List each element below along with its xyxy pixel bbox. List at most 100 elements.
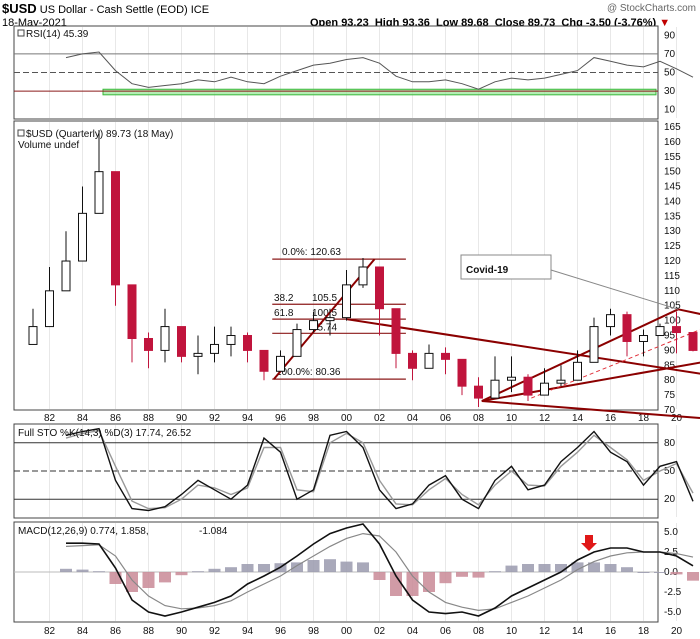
panel-toggle-icon: [17, 29, 25, 37]
x-tick-label: 88: [143, 413, 155, 424]
price-candle: [358, 266, 368, 286]
macd-tick-label: -5.0: [664, 607, 682, 618]
macd-histogram-bar: [373, 572, 386, 580]
macd-histogram-bar: [93, 571, 105, 573]
covid-callout-box: [460, 254, 552, 280]
macd-histogram-bar: [687, 572, 699, 581]
price-tick-label: 140: [664, 196, 681, 207]
macd-histogram-bar: [76, 569, 89, 572]
price-tick-label: 90: [664, 345, 676, 356]
macd-histogram-bar: [225, 567, 237, 572]
rsi-tick-label: 70: [664, 49, 676, 60]
price-candle: [540, 382, 549, 396]
stochastic-label: Full STO %K(14,3) %D(3) 17.74, 26.52: [18, 428, 192, 439]
price-candle: [474, 385, 483, 399]
ticker-symbol: $USD: [2, 1, 37, 16]
price-tick-label: 110: [664, 286, 680, 297]
macd-histogram-bar: [489, 571, 501, 573]
macd-histogram-bar: [571, 562, 584, 572]
price-candle: [276, 355, 285, 372]
price-candle: [457, 358, 467, 387]
macd-histogram-bar: [291, 562, 303, 572]
price-candle: [292, 329, 302, 357]
price-candle: [655, 326, 665, 337]
price-candle: [342, 284, 351, 319]
x-tick-label: 14: [572, 413, 584, 424]
price-candle: [243, 335, 252, 351]
macd-histogram-bar: [588, 562, 600, 572]
macd-histogram-bar: [175, 572, 188, 576]
price-candle: [639, 335, 648, 342]
price-candle: [507, 376, 516, 381]
rsi-tick-label: 30: [664, 86, 676, 97]
macd-histogram-bar: [621, 567, 633, 572]
rsi-line: [65, 51, 694, 90]
macd-histogram-bar: [456, 572, 468, 577]
price-candle: [589, 326, 599, 363]
x-tick-label: 02: [374, 413, 386, 424]
x-tick-label: 92: [209, 413, 221, 424]
macd-histogram-bar: [324, 559, 336, 572]
macd-tick-label: 5.0: [664, 527, 678, 538]
x-tick-label: 00: [341, 413, 353, 424]
x-tick-label: 98: [308, 626, 320, 637]
post-covid-resistance-line: [677, 308, 700, 315]
fib-label-9574: 95.74: [312, 322, 337, 333]
rsi-tick-label: 50: [664, 68, 676, 79]
macd-histogram-bar: [555, 564, 567, 572]
macd-histogram-bar: [637, 572, 650, 573]
price-candle: [606, 314, 615, 328]
macd-tick-label: -2.5: [664, 587, 682, 598]
fib-label-382: 38.2: [274, 293, 294, 304]
x-tick-label: 10: [506, 413, 518, 424]
x-tick-label: 10: [506, 626, 518, 637]
x-tick-label: 92: [209, 626, 221, 637]
price-tick-label: 75: [664, 390, 676, 401]
macd-histogram-bar: [522, 564, 534, 572]
x-tick-label: 88: [143, 626, 155, 637]
x-tick-label: 84: [77, 413, 89, 424]
x-tick-label: 94: [242, 413, 254, 424]
covid-callout-label: Covid-19: [466, 265, 509, 276]
x-tick-label: 98: [308, 413, 320, 424]
price-tick-label: 85: [664, 360, 676, 371]
x-tick-label: 06: [440, 413, 452, 424]
x-tick-label: 18: [638, 626, 650, 637]
price-candle: [226, 335, 236, 345]
x-tick-label: 82: [44, 413, 56, 424]
price-label: $USD (Quarterly) 89.73 (18 May): [26, 129, 173, 140]
macd-label: MACD(12,26,9) 0.774, 1.858,: [18, 526, 149, 537]
macd-histogram-bar: [538, 564, 551, 572]
macd-histogram-label: -1.084: [199, 526, 228, 537]
macd-histogram-bar: [258, 564, 270, 572]
stochastic-d-line: [65, 429, 694, 510]
long-term-channel-lower: [481, 400, 700, 419]
price-candle: [111, 171, 120, 286]
price-candle: [144, 337, 153, 351]
price-tick-label: 165: [664, 122, 681, 133]
fib-label-1055: 105.5: [312, 293, 337, 304]
price-candle: [441, 352, 450, 360]
price-tick-label: 125: [664, 241, 681, 252]
macd-histogram-bar: [109, 572, 122, 584]
price-candle: [45, 290, 54, 328]
macd-histogram-bar: [340, 561, 353, 572]
macd-histogram-bar: [406, 572, 419, 596]
covid-callout-pointer: [550, 269, 679, 310]
price-tick-label: 120: [664, 256, 681, 267]
fib-label-1005: 100.5: [312, 308, 337, 319]
x-tick-label: 86: [110, 413, 122, 424]
price-candle: [193, 352, 203, 357]
price-candle: [573, 361, 582, 381]
price-tick-label: 80: [664, 375, 676, 386]
price-candle: [127, 284, 137, 339]
x-tick-label: 84: [77, 626, 89, 637]
rsi-tick-label: 10: [664, 105, 676, 116]
x-tick-label: 96: [275, 626, 287, 637]
price-tick-label: 130: [664, 226, 681, 237]
x-tick-label: 86: [110, 626, 122, 637]
fib-label-top: 0.0%: 120.63: [282, 247, 341, 258]
price-candle: [160, 326, 170, 351]
rsi-label: RSI(14) 45.39: [26, 29, 89, 40]
